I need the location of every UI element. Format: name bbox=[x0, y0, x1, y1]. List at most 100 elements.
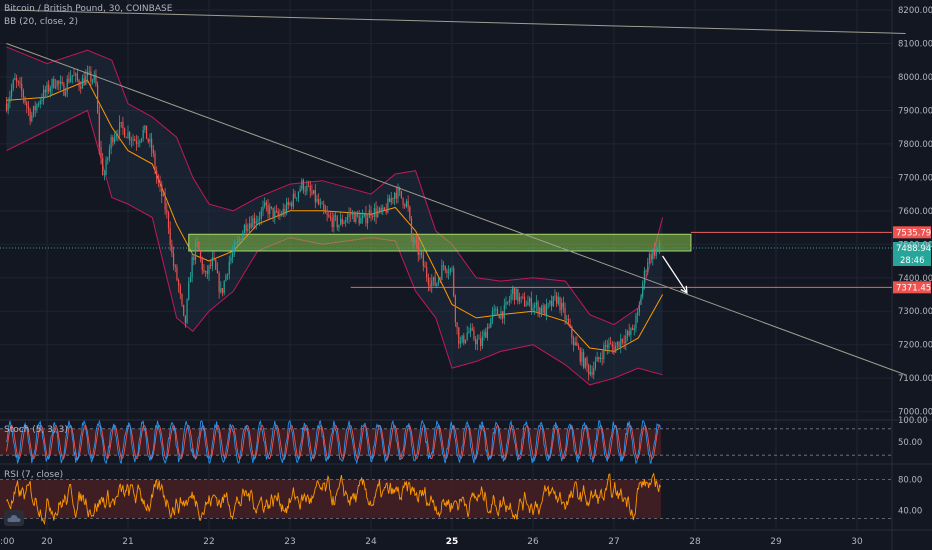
candle-body bbox=[534, 305, 536, 308]
candle-body bbox=[564, 307, 566, 320]
candle-body bbox=[611, 343, 613, 347]
candle-body bbox=[340, 218, 342, 225]
candle-body bbox=[390, 198, 392, 203]
candle-body bbox=[545, 304, 548, 316]
candle-body bbox=[464, 339, 467, 344]
candle-body bbox=[323, 204, 325, 210]
candle-body bbox=[618, 341, 620, 348]
candle-body bbox=[264, 202, 266, 207]
candles bbox=[5, 65, 661, 381]
candle-body bbox=[502, 311, 504, 319]
candle-body bbox=[238, 238, 240, 241]
bollinger-upper bbox=[6, 46, 664, 326]
candle-body bbox=[259, 218, 261, 220]
candle-body bbox=[93, 74, 95, 81]
candle-body bbox=[544, 305, 546, 316]
candle-body bbox=[432, 276, 435, 281]
candle-body bbox=[500, 311, 502, 319]
candle-body bbox=[552, 296, 554, 307]
candle-body bbox=[78, 80, 80, 87]
candle-body bbox=[286, 201, 288, 214]
candle-body bbox=[625, 335, 627, 344]
candle-body bbox=[490, 318, 492, 328]
candle-body bbox=[522, 296, 524, 298]
price-axis-tick: 7600.00 bbox=[898, 207, 932, 217]
price-axis-tick: 8000.00 bbox=[898, 73, 932, 83]
candle-body bbox=[71, 75, 73, 77]
candle-body bbox=[105, 159, 107, 175]
candle-body bbox=[206, 270, 208, 275]
time-axis-tick: 20 bbox=[41, 537, 53, 547]
candle-body bbox=[650, 253, 652, 260]
candle-body bbox=[181, 294, 183, 305]
candle-body bbox=[449, 268, 451, 273]
candle-body bbox=[242, 232, 244, 241]
candle-body bbox=[456, 322, 458, 328]
candle-body bbox=[164, 194, 166, 210]
candle-body bbox=[459, 341, 462, 344]
candle-body bbox=[550, 301, 553, 307]
candle-body bbox=[95, 74, 97, 85]
candle-body bbox=[270, 206, 273, 208]
candle-body bbox=[483, 331, 485, 337]
grid-lines bbox=[0, 0, 892, 530]
candle-body bbox=[73, 75, 75, 76]
candle-body bbox=[503, 305, 505, 319]
candle-body bbox=[574, 342, 576, 346]
candle-body bbox=[46, 84, 48, 93]
candle-body bbox=[98, 112, 100, 148]
candle-body bbox=[407, 200, 409, 207]
candle-body bbox=[535, 302, 537, 306]
candle-body bbox=[162, 194, 165, 197]
candle-body bbox=[275, 210, 278, 212]
candle-body bbox=[14, 78, 16, 80]
candle-body bbox=[572, 338, 575, 346]
candle-body bbox=[112, 137, 114, 143]
countdown-label: 28:46 bbox=[900, 256, 925, 266]
candle-body bbox=[488, 326, 490, 328]
price-axis-tick: 7500.00 bbox=[898, 240, 932, 250]
candle-body bbox=[368, 210, 370, 219]
candle-body bbox=[24, 97, 26, 103]
candle-body bbox=[167, 212, 170, 229]
candle-body bbox=[292, 193, 294, 207]
candle-body bbox=[100, 147, 102, 158]
candle-body bbox=[132, 139, 134, 141]
candle-body bbox=[68, 78, 70, 83]
candle-body bbox=[520, 296, 522, 298]
candle-body bbox=[91, 80, 94, 82]
candle-body bbox=[171, 244, 173, 254]
candle-body bbox=[480, 338, 482, 346]
last-price-tag bbox=[893, 242, 931, 267]
candle-body bbox=[194, 242, 197, 261]
candle-body bbox=[139, 141, 141, 143]
candle-body bbox=[542, 305, 544, 313]
candle-body bbox=[431, 280, 433, 287]
candle-body bbox=[321, 203, 323, 205]
candle-body bbox=[169, 228, 171, 245]
candle-body bbox=[375, 208, 377, 217]
candle-body bbox=[608, 343, 610, 348]
candle-body bbox=[594, 361, 597, 369]
candle-body bbox=[76, 73, 78, 81]
candle-body bbox=[191, 256, 193, 277]
candle-body bbox=[471, 328, 473, 330]
candle-body bbox=[554, 295, 556, 297]
candle-body bbox=[513, 288, 516, 300]
candle-body bbox=[658, 243, 661, 249]
candle-body bbox=[476, 339, 478, 345]
candle-body bbox=[638, 304, 640, 313]
candle-body bbox=[306, 185, 308, 192]
candle-body bbox=[633, 328, 635, 330]
candle-body bbox=[274, 210, 276, 218]
candle-body bbox=[385, 209, 387, 213]
candle-body bbox=[367, 218, 369, 224]
candle-body bbox=[584, 358, 586, 368]
candle-body bbox=[448, 272, 450, 274]
candle-body bbox=[581, 352, 583, 362]
tradingview-cloud-icon[interactable] bbox=[4, 510, 24, 526]
candle-body bbox=[208, 265, 210, 275]
candle-body bbox=[427, 277, 429, 285]
